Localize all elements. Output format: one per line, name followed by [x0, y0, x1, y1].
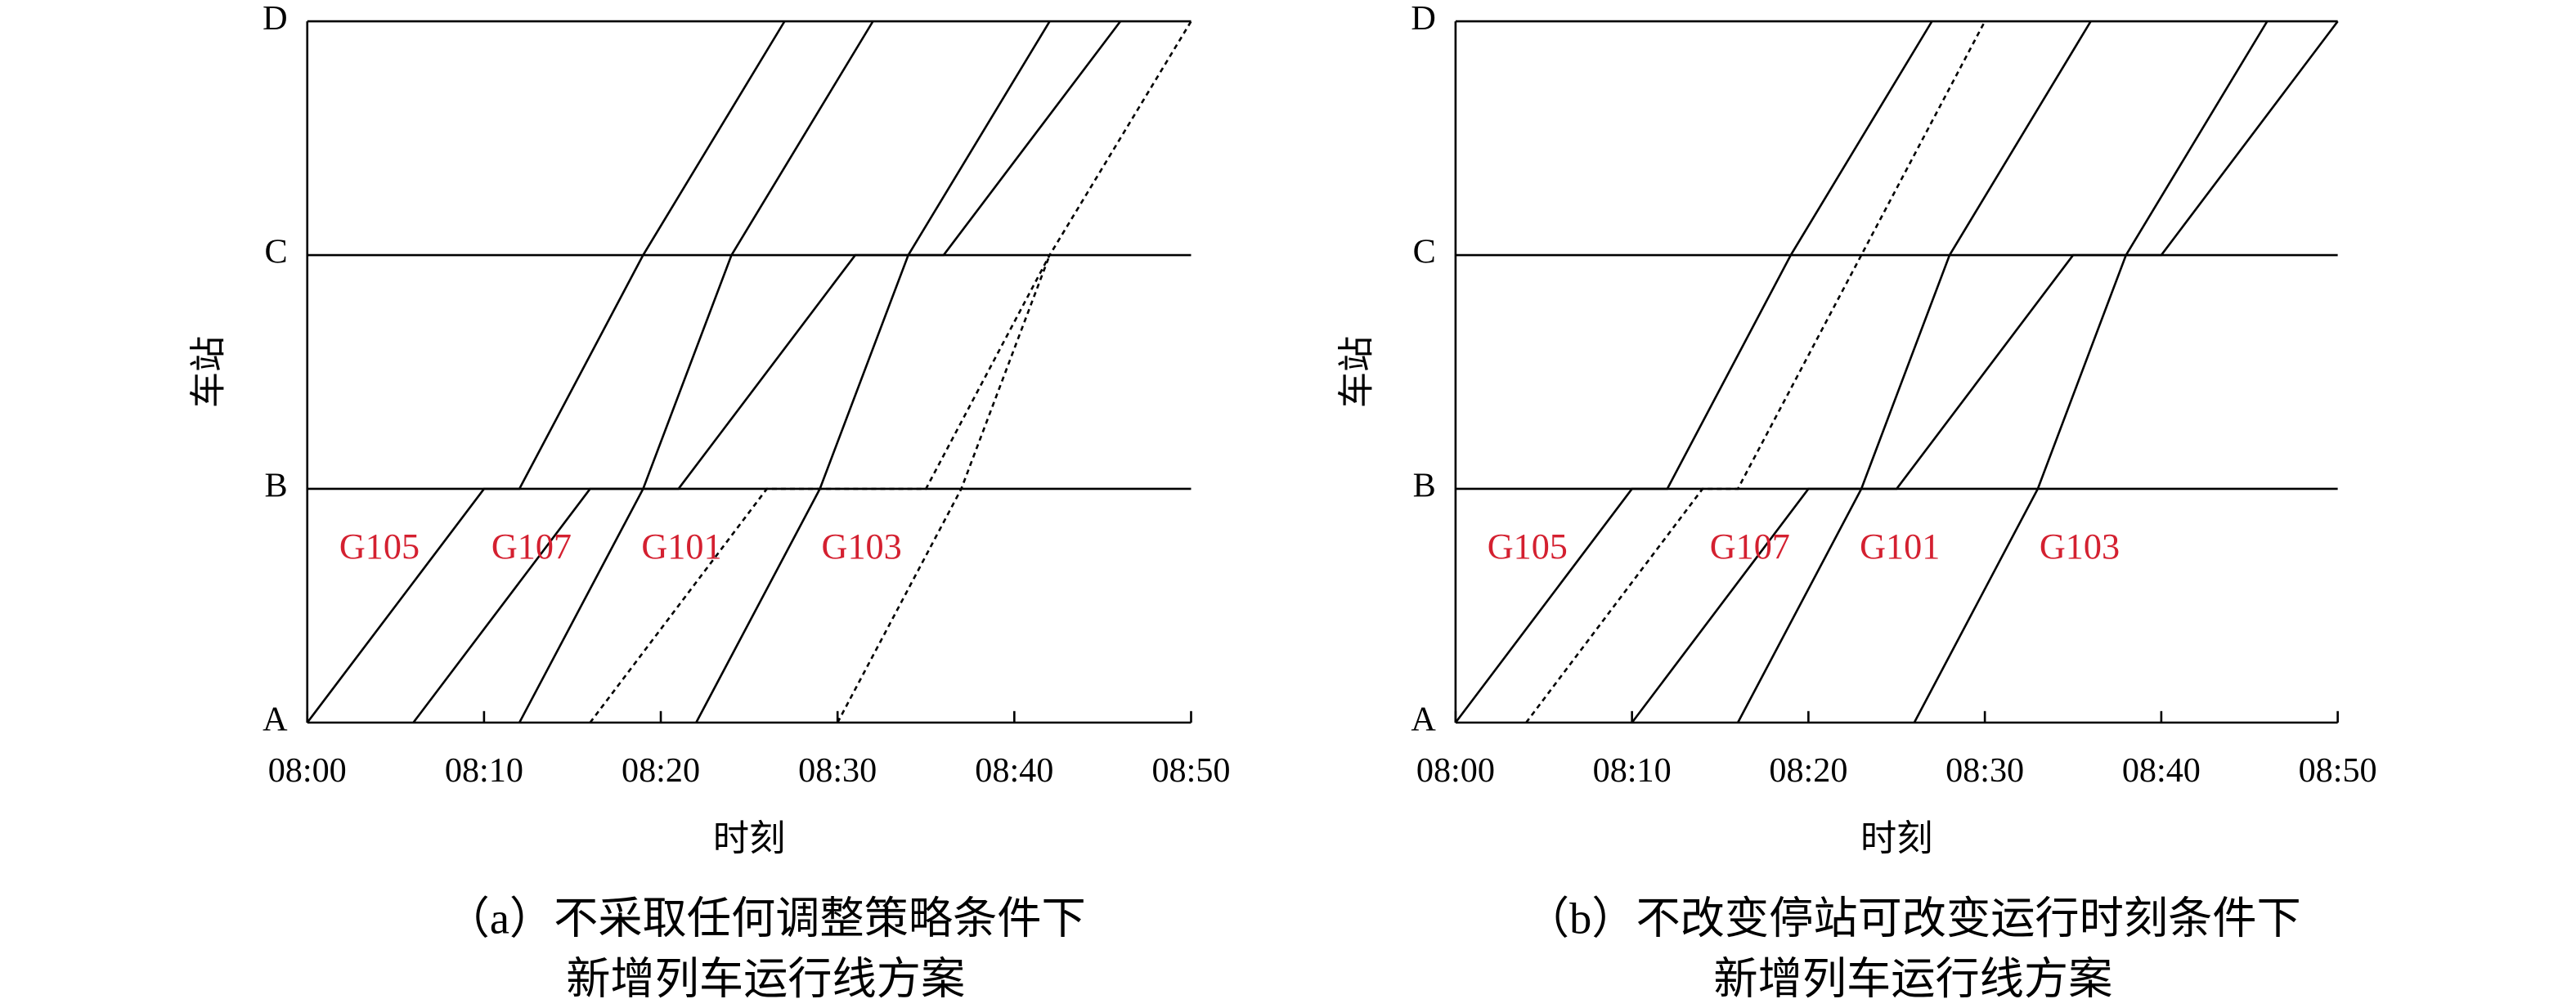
- caption: 新增列车运行线方案: [1713, 955, 2112, 1004]
- x-tick-label: 08:40: [2122, 751, 2201, 790]
- x-tick-label: 08:40: [975, 751, 1053, 790]
- y-tick-label: B: [1413, 467, 1436, 505]
- train-label: G107: [1710, 526, 1790, 567]
- caption: 新增列车运行线方案: [566, 955, 965, 1004]
- train-path: [1525, 20, 1986, 724]
- y-tick-label: A: [1411, 701, 1436, 739]
- x-tick-label: 08:30: [798, 751, 877, 790]
- train-label: G101: [641, 526, 721, 567]
- train-path: [1913, 20, 2269, 724]
- y-tick-label: A: [263, 701, 288, 739]
- x-axis-label: 时刻: [713, 819, 785, 859]
- y-tick-label: D: [263, 0, 287, 38]
- train-label: G103: [2040, 526, 2120, 567]
- train-path: [1454, 20, 1933, 724]
- train-path: [518, 20, 874, 724]
- train-label: G101: [1860, 526, 1940, 567]
- y-axis-label: 车站: [1337, 336, 1377, 408]
- y-tick-label: C: [1413, 233, 1436, 271]
- x-tick-label: 08:10: [1593, 751, 1672, 790]
- y-tick-label: B: [265, 467, 288, 505]
- x-tick-label: 08:00: [1416, 751, 1495, 790]
- y-tick-label: C: [265, 233, 288, 271]
- x-tick-label: 08:50: [1151, 751, 1230, 790]
- x-tick-label: 08:00: [268, 751, 347, 790]
- x-tick-label: 08:30: [1945, 751, 2024, 790]
- y-axis-label: 车站: [188, 336, 228, 408]
- train-label: G107: [491, 526, 572, 567]
- x-axis-label: 时刻: [1860, 819, 1932, 859]
- x-tick-label: 08:50: [2299, 751, 2377, 790]
- train-path: [837, 254, 1051, 724]
- train-label: G105: [1488, 526, 1568, 567]
- x-tick-label: 08:20: [1769, 751, 1847, 790]
- train-label: G105: [339, 526, 420, 567]
- train-path: [589, 20, 1192, 724]
- train-label: G103: [822, 526, 902, 567]
- train-path: [1736, 20, 2092, 724]
- train-path: [306, 20, 786, 724]
- caption: （b）不改变停站可改变运行时刻条件下: [1525, 894, 2301, 943]
- train-path: [695, 20, 1051, 724]
- y-tick-label: D: [1411, 0, 1435, 38]
- x-tick-label: 08:20: [622, 751, 700, 790]
- caption: （a）不采取任何调整策略条件下: [446, 894, 1086, 943]
- train-path: [1631, 20, 2339, 724]
- train-path: [412, 20, 1122, 724]
- x-tick-label: 08:10: [445, 751, 523, 790]
